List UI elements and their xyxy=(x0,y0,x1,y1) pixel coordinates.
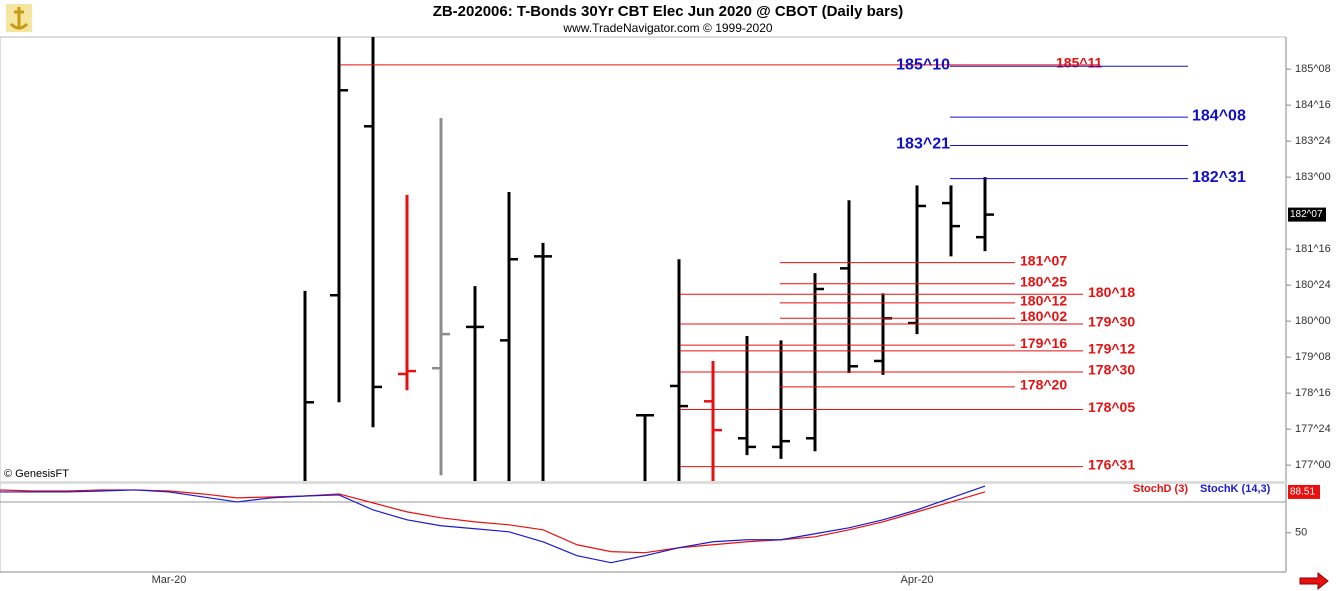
level-label: 181^07 xyxy=(1020,252,1067,268)
y-tick-label: 183^24 xyxy=(1295,135,1331,147)
level-label: 180^02 xyxy=(1020,308,1067,324)
logo xyxy=(6,4,32,32)
y-tick-label: 180^00 xyxy=(1295,315,1331,327)
level-label: 180^18 xyxy=(1088,284,1135,300)
level-label: 179^30 xyxy=(1088,314,1135,330)
level-label: 178^05 xyxy=(1088,399,1135,415)
last-value-label: 88.51 xyxy=(1290,487,1315,498)
source: © GenesisFT xyxy=(4,468,69,480)
stoch-pane xyxy=(0,485,986,564)
y-tick-label: 185^08 xyxy=(1295,63,1331,75)
pane-divider xyxy=(0,481,1286,484)
level-label: 178^20 xyxy=(1020,377,1067,393)
level-label: 185^11 xyxy=(1056,55,1103,71)
stoch-line xyxy=(0,489,986,554)
y-tick-label: 184^16 xyxy=(1295,99,1331,111)
level-label: 182^31 xyxy=(1192,169,1246,186)
level-label: 180^25 xyxy=(1020,273,1067,289)
level-label: 180^12 xyxy=(1020,293,1067,309)
y-tick-label: 177^00 xyxy=(1295,459,1331,471)
chart-subtitle: www.TradeNavigator.com © 1999-2020 xyxy=(562,21,772,35)
y-tick-label: 183^00 xyxy=(1295,171,1331,183)
y-tick-label: 180^24 xyxy=(1295,279,1331,291)
level-label: 183^21 xyxy=(896,136,950,153)
level-label: 179^12 xyxy=(1088,341,1135,357)
scroll-arrow[interactable] xyxy=(1299,571,1329,591)
chart-title: ZB-202006: T-Bonds 30Yr CBT Elec Jun 202… xyxy=(433,3,904,20)
stoch-line xyxy=(0,485,986,564)
last-value-box xyxy=(1288,484,1320,499)
x-tick-label: Apr-20 xyxy=(900,574,933,586)
level-label: 185^10 xyxy=(896,56,950,73)
level-label: 178^30 xyxy=(1088,362,1135,378)
x-tick-label: Mar-20 xyxy=(152,574,187,586)
current-price-box xyxy=(1288,207,1326,222)
legend-entry: StochK (14,3) xyxy=(1200,483,1271,495)
current-price-label: 182^07 xyxy=(1290,209,1323,220)
y-tick-label: 181^16 xyxy=(1295,243,1331,255)
y-tick-label: 50 xyxy=(1295,527,1307,539)
level-label: 179^16 xyxy=(1020,335,1067,351)
y-tick-label: 177^24 xyxy=(1295,423,1331,435)
y-tick-label: 179^08 xyxy=(1295,351,1331,363)
y-tick-label: 178^16 xyxy=(1295,387,1331,399)
legend-entry: StochD (3) xyxy=(1133,483,1188,495)
level-label: 184^08 xyxy=(1192,107,1246,124)
level-label: 176^31 xyxy=(1088,456,1135,472)
